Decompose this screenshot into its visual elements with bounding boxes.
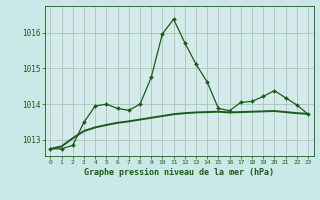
X-axis label: Graphe pression niveau de la mer (hPa): Graphe pression niveau de la mer (hPa) — [84, 168, 274, 177]
